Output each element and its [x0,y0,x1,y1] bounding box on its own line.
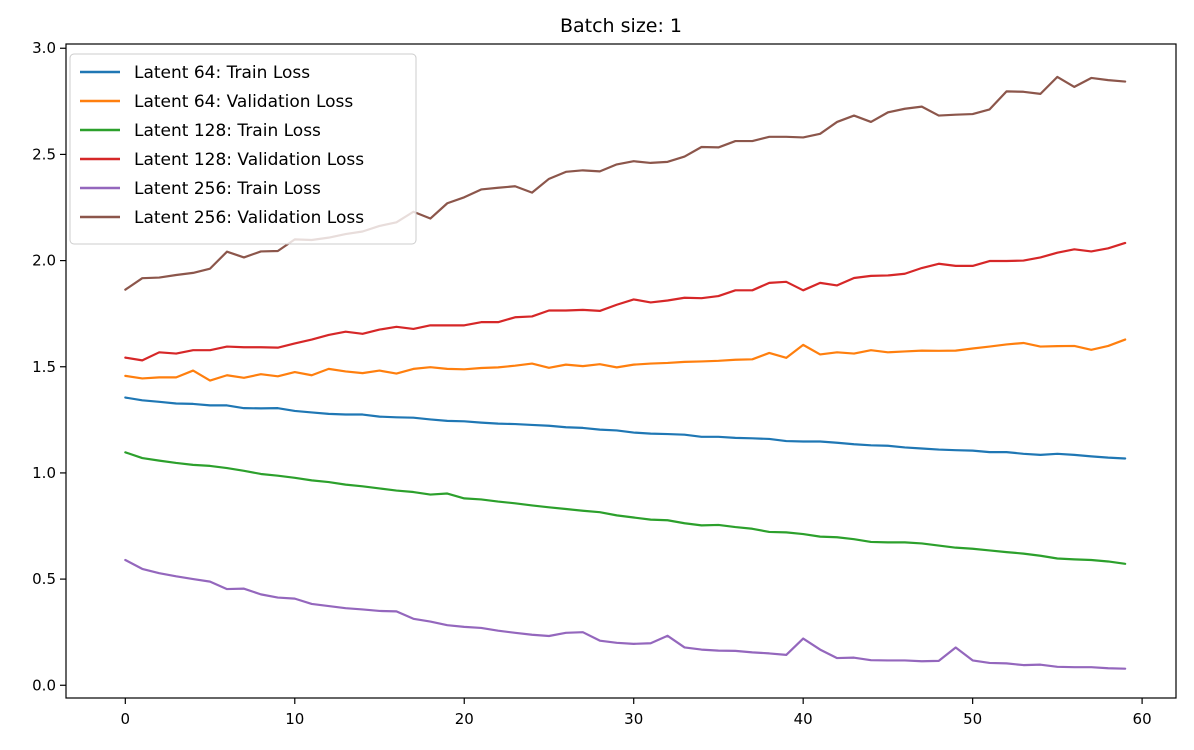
y-tick-label: 1.5 [32,358,56,376]
series-line-3 [124,451,1127,565]
axes: 0 10 20 30 40 50 60 0.0 0.5 1.0 1.5 2.0 2.5 3.0 [32,39,1177,728]
legend-label: Latent 128: Train Loss [134,121,321,141]
x-tick-label: 30 [624,710,643,728]
x-tick-label: 40 [794,710,813,728]
y-tick-label: 0.0 [32,676,56,694]
x-tick-label: 60 [1133,710,1152,728]
legend-label: Latent 256: Validation Loss [134,208,364,228]
legend-label: Latent 256: Train Loss [134,179,321,199]
x-tick-label: 50 [963,710,982,728]
series-line-5 [124,558,1127,670]
y-tick-label: 2.5 [32,145,56,163]
chart-title: Batch size: 1 [560,15,682,37]
x-tick-label: 10 [285,710,304,728]
series-line-4 [124,241,1127,362]
series-line-2 [124,338,1127,382]
legend-label: Latent 64: Train Loss [134,63,310,83]
legend: Latent 64: Train Loss Latent 64: Validati… [69,53,417,245]
legend-label: Latent 64: Validation Loss [134,92,353,112]
y-tick-label: 0.5 [32,570,56,588]
axes-frame [65,43,1177,699]
x-tick-label: 20 [455,710,474,728]
legend-label: Latent 128: Validation Loss [134,150,364,170]
x-tick-label: 0 [121,710,131,728]
series-line-1 [124,396,1127,460]
y-tick-label: 3.0 [32,39,56,57]
plot-area [124,75,1127,670]
y-tick-label: 2.0 [32,252,56,270]
legend-box [69,53,417,245]
y-tick-label: 1.0 [32,464,56,482]
